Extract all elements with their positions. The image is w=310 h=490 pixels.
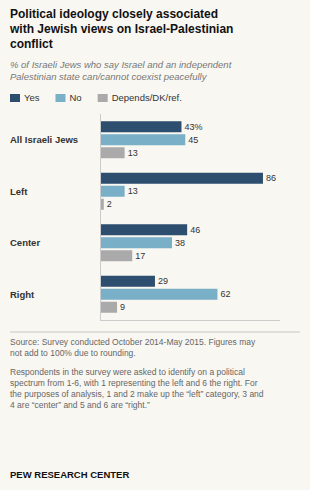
bar	[100, 134, 185, 145]
data-label: 29	[158, 276, 168, 286]
chart: Political ideology closely associatedwit…	[0, 0, 310, 490]
text-line: spectrum from 1-6, with 1 representing t…	[10, 378, 258, 388]
bar	[100, 186, 125, 197]
annotation: PEW RESEARCH CENTER	[10, 469, 129, 480]
text-line: Respondents in the survey were asked to …	[10, 367, 245, 377]
legend-label: Yes	[24, 92, 40, 103]
data-label: 43%	[184, 122, 202, 132]
data-label: 13	[128, 186, 138, 196]
category-label: Left	[10, 186, 28, 197]
data-label: 17	[135, 251, 145, 261]
legend-swatch	[10, 94, 20, 102]
bar	[100, 173, 263, 184]
bar	[100, 289, 217, 300]
data-label: 86	[266, 173, 276, 183]
separator	[10, 332, 300, 333]
bar	[100, 302, 117, 313]
text-line: % of Israeli Jews who say Israel and an …	[10, 59, 232, 70]
annotation: Source: Survey conducted October 2014-Ma…	[10, 337, 256, 358]
data-label: 9	[120, 302, 125, 312]
category-label: Center	[10, 237, 40, 248]
data-label: 45	[188, 135, 198, 145]
annotation: Respondents in the survey were asked to …	[10, 367, 264, 410]
bar	[100, 250, 132, 261]
text-line: Source: Survey conducted October 2014-Ma…	[10, 337, 256, 347]
bar	[100, 121, 181, 132]
category-label: All Israeli Jews	[10, 134, 78, 145]
text-line: the purposes of analysis, 1 and 2 make u…	[10, 389, 264, 399]
legend-swatch	[98, 94, 108, 102]
bar	[100, 147, 125, 158]
category-labels: All Israeli Jews Left Center Right	[10, 134, 78, 300]
category-label: Right	[10, 289, 35, 300]
data-label: 38	[175, 238, 185, 248]
title: Political ideology closely associatedwit…	[9, 7, 233, 51]
subtitle: % of Israeli Jews who say Israel and an …	[10, 59, 232, 82]
data-label: 62	[220, 289, 230, 299]
legend: Yes No Depends/DK/ref.	[10, 92, 182, 103]
data-label: 13	[128, 148, 138, 158]
data-label: 2	[107, 199, 112, 209]
data-label: 46	[190, 225, 200, 235]
legend-swatch	[56, 94, 66, 102]
bars	[100, 121, 263, 313]
baseline	[100, 114, 101, 320]
data-labels: 43% 45 13 86 13 2 46 38 17 29 62 9	[107, 122, 276, 313]
x-axis-line	[100, 320, 280, 321]
background	[0, 0, 310, 490]
text-line: Political ideology closely associated	[10, 7, 218, 21]
legend-label: Depends/DK/ref.	[112, 92, 182, 103]
bar	[100, 237, 172, 248]
text-line: 4 are “center” and 5 and 6 are “right.”	[10, 400, 150, 410]
bar	[100, 224, 187, 235]
bar	[100, 276, 155, 287]
text-line: conflict	[10, 37, 53, 51]
text-line: Palestinian state can/cannot coexist pea…	[10, 71, 208, 82]
text-line: not add to 100% due to rounding.	[10, 348, 136, 358]
text-line: with Jewish views on Israel-Palestinian	[9, 22, 233, 36]
legend-label: No	[70, 92, 82, 103]
